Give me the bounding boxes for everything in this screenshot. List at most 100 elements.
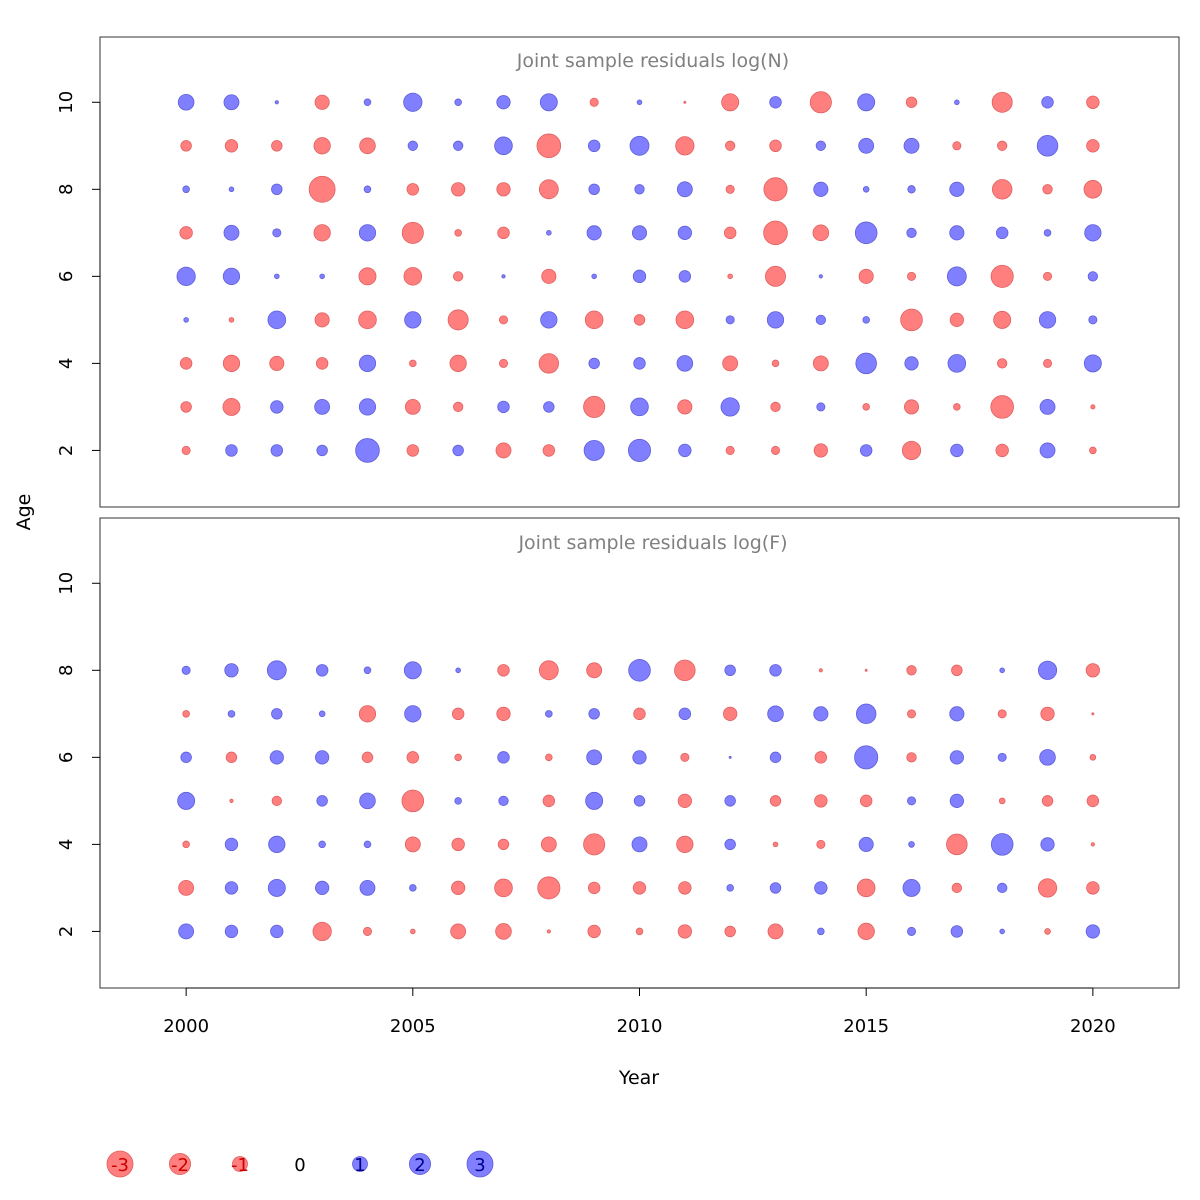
bubble-2019-age-8 [1037,660,1058,680]
bubble-2002-age-4 [268,835,286,854]
bubble-2013-age-4 [772,841,779,848]
bubble-2003-age-6 [319,273,325,280]
bubble-2015-age-4 [855,352,877,375]
bubble-2006-age-10 [454,98,462,107]
bubble-2002-age-2 [270,924,284,939]
bubble-2019-age-5 [1038,311,1057,329]
bubble-2016-age-7 [906,227,917,238]
bubble-2006-age-8 [455,667,461,674]
bubble-2008-age-4 [540,836,557,853]
bubble-2010-age-3 [630,397,649,417]
bubble-2006-age-7 [451,707,465,721]
bubble-2008-age-7 [546,230,552,236]
bubble-2015-age-8 [864,668,868,672]
bubble-2015-age-3 [856,878,876,898]
bubble-2005-age-5 [404,311,422,329]
bubble-2010-age-4 [633,357,646,370]
bubble-2003-age-10 [314,94,330,110]
bubble-2011-age-3 [677,399,693,415]
bubble-2016-age-2 [901,440,922,461]
y-tick-label: 2 [56,926,77,937]
y-tick-label: 6 [56,271,77,282]
bubble-2001-age-8 [228,186,235,193]
bubble-2017-age-9 [952,141,962,151]
bubble-2011-age-6 [680,752,690,762]
bubble-2015-age-7 [855,703,877,725]
bubble-2017-age-10 [954,99,960,106]
bubble-2006-age-3 [451,880,466,896]
bubble-2016-age-6 [907,271,917,281]
bubble-2019-age-2 [1039,442,1056,459]
bubble-2013-age-3 [770,401,781,413]
bubble-2018-age-6 [997,752,1007,762]
bubble-2006-age-9 [453,140,464,151]
bubble-2003-age-8 [308,175,336,203]
bubble-2013-age-6 [769,751,782,764]
bubble-2012-age-5 [724,795,736,807]
legend-swatch [232,1156,248,1172]
panel-log-f: Joint sample residuals log(F) 2 4 6 8 10 [56,517,1180,989]
bubble-2004-age-5 [358,310,377,330]
bubble-2016-age-8 [907,185,916,194]
bubble-2012-age-2 [724,925,736,938]
bubble-2019-age-8 [1042,184,1053,195]
bubble-2000-age-5 [183,317,189,323]
bubble-2014-age-6 [818,274,823,279]
bubble-2016-age-4 [908,841,915,848]
bubble-2012-age-8 [724,664,736,677]
bubble-2003-age-9 [313,137,331,155]
bubble-2014-age-3 [814,881,828,895]
bubble-2005-age-7 [401,221,424,244]
bubble-2013-age-6 [765,265,786,287]
bubble-2007-age-3 [497,400,510,414]
bubble-2010-age-4 [631,836,648,853]
bubble-2006-age-3 [453,401,464,413]
bubble-2003-age-2 [312,921,332,942]
bubble-2000-age-6 [180,751,192,764]
bubble-2000-age-4 [182,840,190,849]
bubble-2020-age-7 [1084,224,1102,242]
legend-swatch [408,1152,432,1176]
bubble-2005-age-9 [407,140,418,151]
bubble-2002-age-9 [271,140,283,152]
bubble-2013-age-7 [763,220,788,246]
bubble-2006-age-5 [447,309,469,331]
bubble-2000-age-2 [181,445,191,455]
bubble-2002-age-6 [269,750,284,765]
bubble-2004-age-2 [355,438,380,463]
bubble-2004-age-6 [358,267,377,286]
bubble-2013-age-7 [767,705,784,723]
bubble-2005-age-8 [406,183,420,196]
bubble-2012-age-4 [722,355,739,372]
legend-label: 1 [354,1155,365,1176]
bubble-2011-age-9 [675,136,695,156]
bubble-2004-age-7 [358,224,377,242]
x-tick-label: 2020 [1070,1016,1116,1037]
bubble-2004-age-8 [363,666,372,675]
bubble-2008-age-5 [540,311,558,329]
bubble-2005-age-8 [403,661,422,680]
bubble-2012-age-10 [721,93,740,112]
bubble-2005-age-2 [406,444,420,457]
bubble-2001-age-5 [229,798,234,803]
bubble-2019-age-3 [1039,399,1056,415]
bubble-2000-age-4 [179,357,193,370]
bubble-2011-age-5 [675,310,695,330]
bubble-2011-age-8 [676,181,693,198]
bubble-2007-age-7 [497,226,510,240]
y-tick-label: 6 [56,752,77,763]
bubble-2014-age-9 [815,140,826,151]
bubble-2003-age-5 [314,312,330,328]
bubble-2007-age-7 [496,706,511,721]
bubble-2010-age-5 [633,314,646,326]
bubble-2015-age-6 [858,268,874,284]
bubble-2009-age-4 [583,833,606,856]
bubble-2014-age-8 [818,668,823,673]
bubble-2008-age-6 [545,753,553,762]
bubble-2007-age-2 [495,442,512,459]
bubble-2001-age-7 [223,224,240,241]
legend-label: -2 [171,1155,189,1176]
bubble-2002-age-8 [271,183,283,196]
bubble-2016-age-8 [906,665,917,676]
bubble-2002-age-8 [266,660,287,681]
